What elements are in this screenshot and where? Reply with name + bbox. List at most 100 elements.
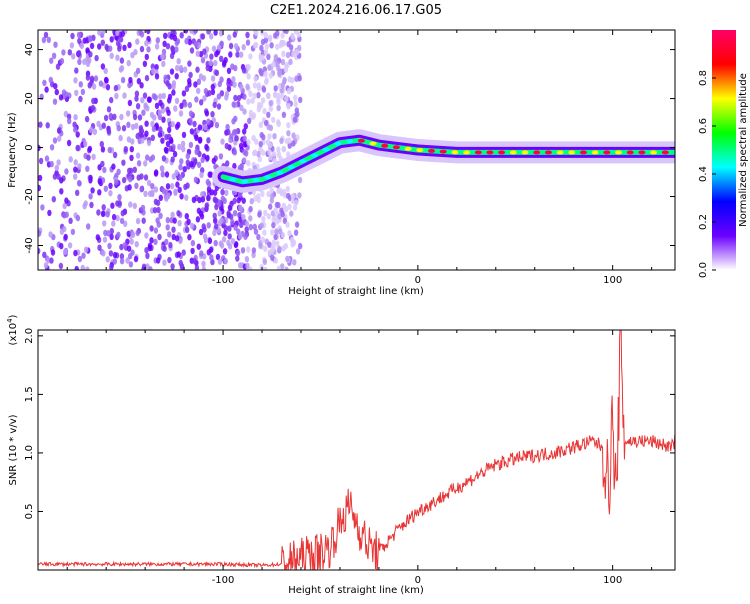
noise-speckle: [273, 91, 278, 99]
noise-speckle: [208, 246, 214, 254]
noise-speckle: [125, 257, 130, 264]
noise-speckle: [117, 194, 122, 201]
noise-speckle: [241, 67, 247, 74]
noise-speckle: [88, 36, 93, 43]
noise-speckle: [256, 105, 262, 113]
noise-speckle: [200, 57, 206, 64]
noise-speckle: [246, 246, 251, 253]
noise-speckle: [287, 137, 292, 144]
noise-speckle: [267, 249, 272, 256]
noise-speckle: [71, 53, 76, 60]
noise-speckle: [263, 266, 268, 270]
noise-speckle: [241, 44, 246, 51]
noise-speckle: [208, 59, 213, 67]
noise-speckle: [173, 105, 178, 112]
noise-speckle: [178, 164, 183, 171]
noise-speckle: [263, 209, 268, 217]
noise-speckle: [194, 264, 200, 270]
noise-speckle: [196, 87, 201, 95]
noise-speckle: [59, 242, 64, 250]
noise-speckle: [44, 86, 49, 93]
noise-speckle: [230, 218, 235, 226]
snr-ytick-label: 1.5: [24, 386, 35, 402]
noise-speckle: [225, 123, 230, 131]
noise-speckle: [212, 101, 217, 109]
noise-speckle: [188, 117, 193, 124]
noise-speckle: [158, 194, 163, 201]
noise-speckle: [133, 48, 138, 56]
noise-speckle: [174, 123, 180, 130]
noise-speckle: [248, 215, 253, 222]
noise-speckle: [171, 89, 176, 96]
noise-speckle: [105, 256, 111, 263]
noise-speckle: [273, 32, 278, 39]
noise-speckle: [232, 149, 238, 156]
noise-speckle: [187, 60, 192, 67]
spectrogram-ticks: -100 0 100 -40 -20 0 20 40: [24, 30, 675, 286]
noise-speckle: [187, 38, 193, 46]
noise-speckle: [276, 104, 281, 112]
noise-speckle: [258, 242, 263, 249]
noise-speckle: [144, 120, 149, 127]
ridge-hotspot: [463, 150, 471, 155]
noise-speckle: [119, 113, 124, 121]
noise-speckle: [200, 196, 206, 203]
noise-speckle: [57, 135, 62, 142]
noise-speckle: [298, 96, 303, 104]
noise-speckle: [38, 121, 43, 128]
noise-speckle: [108, 250, 114, 257]
noise-speckle: [73, 173, 78, 180]
noise-speckle: [266, 191, 271, 198]
noise-speckle: [242, 135, 247, 142]
noise-speckle: [153, 170, 159, 177]
noise-speckle: [99, 140, 105, 148]
noise-speckle: [246, 73, 251, 80]
noise-speckle: [178, 64, 184, 72]
noise-speckle: [268, 100, 273, 107]
ridge-hotspot: [229, 177, 237, 182]
noise-speckle: [102, 236, 108, 243]
noise-speckle: [129, 238, 134, 245]
noise-speckle: [66, 139, 72, 147]
noise-speckle: [139, 31, 145, 38]
noise-speckle: [44, 155, 50, 162]
noise-speckle: [245, 83, 250, 91]
noise-speckle: [276, 119, 281, 126]
noise-speckle: [162, 259, 167, 266]
noise-speckle: [77, 37, 82, 45]
noise-speckle: [98, 80, 104, 87]
noise-speckle: [223, 258, 228, 265]
noise-speckle: [97, 30, 102, 36]
noise-speckle: [145, 154, 150, 161]
noise-speckle: [276, 146, 281, 153]
noise-speckle: [248, 205, 253, 213]
noise-speckle: [262, 107, 267, 115]
noise-speckle: [264, 43, 270, 50]
noise-speckle: [287, 142, 292, 149]
noise-speckle: [161, 92, 166, 100]
noise-speckle: [192, 258, 197, 265]
noise-speckle: [207, 171, 212, 178]
noise-speckle: [93, 75, 99, 82]
noise-speckle: [297, 75, 302, 82]
noise-speckle: [184, 38, 189, 45]
noise-speckle: [286, 88, 292, 95]
noise-speckle: [214, 121, 220, 129]
noise-speckle: [68, 156, 73, 163]
noise-speckle: [157, 109, 162, 116]
noise-speckle: [161, 60, 166, 67]
noise-speckle: [198, 228, 204, 236]
noise-speckle: [72, 121, 77, 128]
noise-speckle: [191, 196, 197, 203]
noise-speckle: [260, 149, 266, 156]
noise-speckle: [214, 69, 220, 77]
noise-speckle: [170, 121, 175, 128]
noise-speckle: [77, 163, 82, 170]
noise-speckle: [43, 31, 49, 39]
noise-speckle: [294, 199, 299, 206]
noise-speckle: [112, 251, 118, 259]
noise-speckle: [58, 94, 64, 101]
noise-speckle: [174, 97, 180, 105]
noise-speckle: [127, 99, 133, 107]
noise-speckle: [136, 160, 142, 167]
